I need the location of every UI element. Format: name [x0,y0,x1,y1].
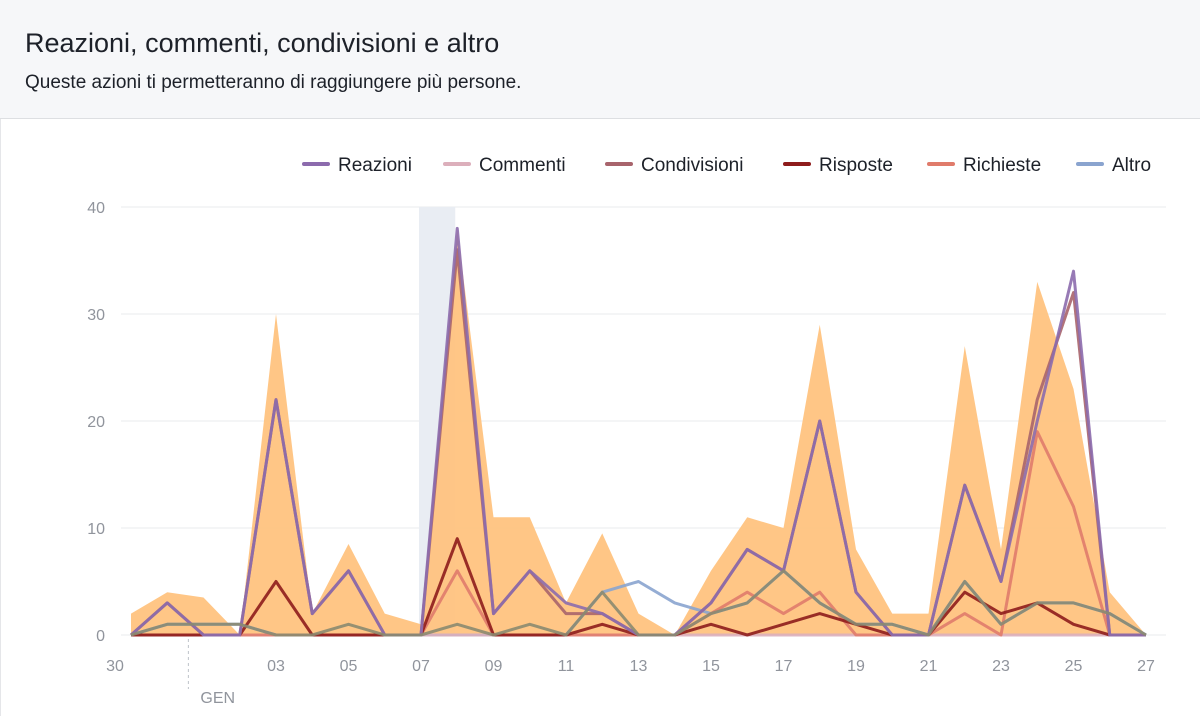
legend-item-altro[interactable]: Altro [1076,155,1151,176]
legend-label: Condivisioni [641,155,743,176]
x-tick-label: 05 [340,658,358,675]
x-axis: 30 03 05 07 09 11 13 15 17 19 21 23 25 27 GEN [106,639,1155,707]
x-tick-label: 30 [106,658,124,675]
y-tick-label: 10 [87,521,105,538]
y-axis: 0 10 20 30 40 [87,200,105,645]
legend-item-richieste[interactable]: Richieste [927,155,1041,176]
x-tick-label: 11 [558,658,575,675]
legend-item-reazioni[interactable]: Reazioni [302,155,412,176]
x-tick-label: 19 [847,658,865,675]
series-lines [130,226,1147,637]
x-tick-label: 23 [992,658,1010,675]
card-subtitle: Queste azioni ti permetteranno di raggiu… [25,72,522,93]
legend-label: Commenti [479,155,566,176]
x-tick-label: 25 [1065,658,1083,675]
legend-item-risposte[interactable]: Risposte [783,155,893,176]
x-tick-label: 27 [1137,658,1155,675]
x-tick-label: 15 [702,658,720,675]
y-tick-label: 0 [96,628,105,645]
x-tick-label: 21 [920,658,938,675]
legend-label: Reazioni [338,155,412,176]
x-tick-label: 07 [412,658,430,675]
legend-label: Risposte [819,155,893,176]
y-tick-label: 30 [87,307,105,324]
x-tick-label: 17 [775,658,793,675]
area-total [131,228,1146,635]
chart-panel: 0 10 20 30 40 30 03 05 07 09 11 13 15 17 19 21 23 25 27 GE… [0,119,1200,716]
legend-item-condivisioni[interactable]: Condivisioni [605,155,743,176]
x-month-label: GEN [200,690,235,707]
x-tick-label: 03 [267,658,285,675]
x-tick-label: 09 [485,658,503,675]
y-tick-label: 20 [87,414,105,431]
legend-label: Altro [1112,155,1151,176]
legend-label: Richieste [963,155,1041,176]
total-area [131,228,1146,635]
legend-item-commenti[interactable]: Commenti [443,155,566,176]
legend: Reazioni Commenti Condivisioni Risposte Rich… [302,155,1151,176]
y-tick-label: 40 [87,200,105,217]
x-tick-label: 13 [630,658,648,675]
card-header: Reazioni, commenti, condivisioni e altro… [0,0,1200,119]
series-line-extra [130,569,1147,637]
actions-chart: 0 10 20 30 40 30 03 05 07 09 11 13 15 17 19 21 23 25 27 GE… [87,155,1166,707]
card-title: Reazioni, commenti, condivisioni e altro [25,28,500,58]
